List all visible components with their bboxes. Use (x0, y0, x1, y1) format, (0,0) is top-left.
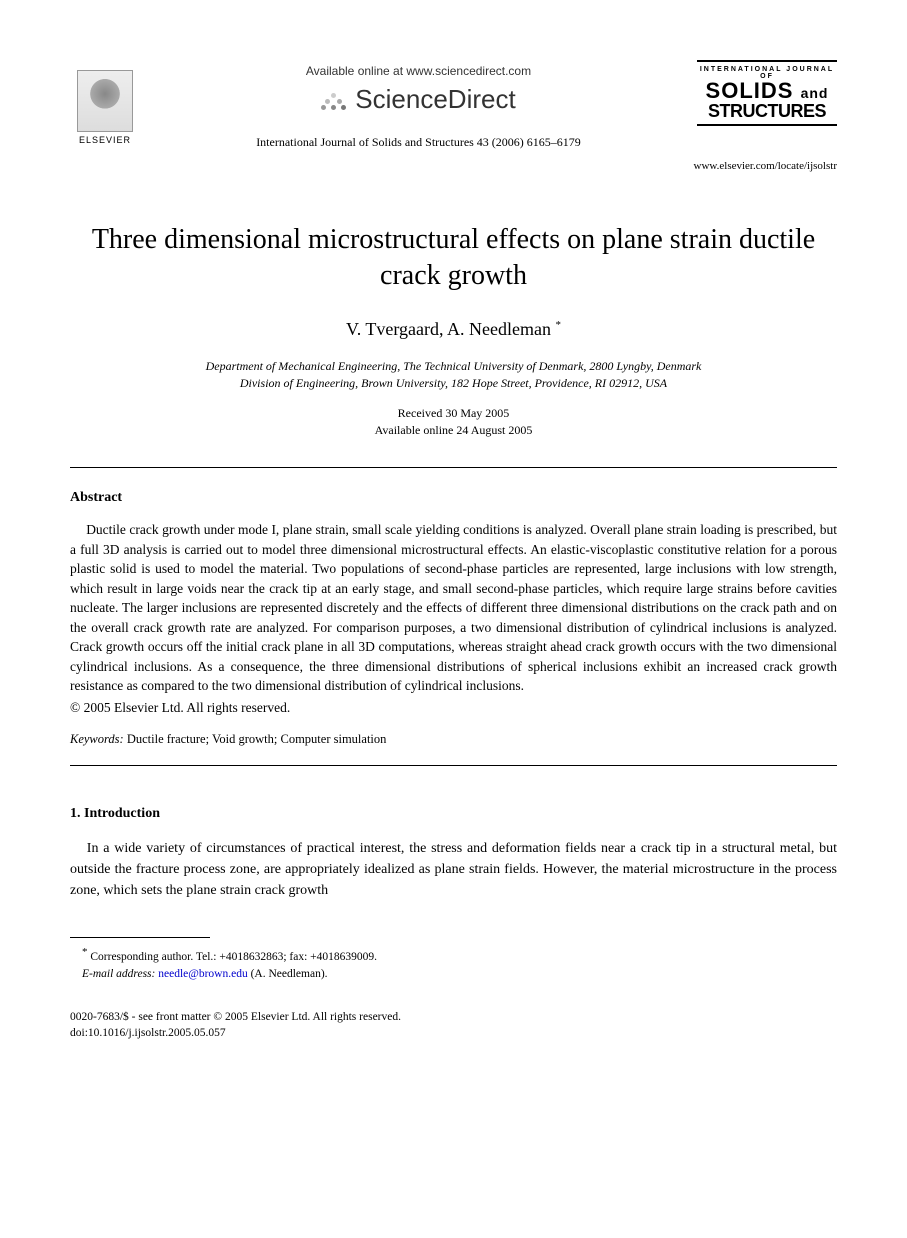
keywords: Keywords: Ductile fracture; Void growth;… (70, 732, 837, 747)
corresponding-marker: * (555, 319, 561, 331)
affiliations: Department of Mechanical Engineering, Th… (70, 358, 837, 392)
journal-url[interactable]: www.elsevier.com/locate/ijsolstr (70, 160, 837, 172)
article-title: Three dimensional microstructural effect… (70, 222, 837, 295)
footer-line-2: doi:10.1016/j.ijsolstr.2005.05.057 (70, 1025, 837, 1041)
publisher-name: ELSEVIER (79, 135, 131, 145)
section-1-heading: 1. Introduction (70, 806, 837, 822)
article-dates: Received 30 May 2005 Available online 24… (70, 405, 837, 439)
keywords-text: Ductile fracture; Void growth; Computer … (124, 732, 387, 746)
footer: 0020-7683/$ - see front matter © 2005 El… (70, 1009, 837, 1041)
affiliation-1: Department of Mechanical Engineering, Th… (70, 358, 837, 375)
section-1-para-1: In a wide variety of circumstances of pr… (70, 838, 837, 901)
journal-logo-solids: SOLIDS and (697, 80, 837, 102)
rule-bottom (70, 765, 837, 766)
journal-logo: INTERNATIONAL JOURNAL OF SOLIDS and STRU… (697, 60, 837, 126)
sd-dots-icon (321, 91, 351, 111)
available-online-text: Available online at www.sciencedirect.co… (140, 64, 697, 78)
online-date: Available online 24 August 2005 (70, 422, 837, 439)
journal-citation: International Journal of Solids and Stru… (140, 135, 697, 150)
email-link[interactable]: needle@brown.edu (158, 968, 247, 980)
header-row: ELSEVIER Available online at www.science… (70, 60, 837, 150)
email-label: E-mail address: (82, 968, 155, 980)
abstract-copyright: © 2005 Elsevier Ltd. All rights reserved… (70, 700, 837, 716)
sciencedirect-logo: ScienceDirect (321, 84, 515, 115)
elsevier-logo: ELSEVIER (70, 70, 140, 145)
email-name: (A. Needleman). (251, 968, 328, 980)
abstract-heading: Abstract (70, 490, 837, 506)
sciencedirect-label: ScienceDirect (355, 84, 515, 114)
center-header: Available online at www.sciencedirect.co… (140, 60, 697, 150)
footnote-rule (70, 937, 210, 938)
keywords-label: Keywords: (70, 732, 124, 746)
footer-line-1: 0020-7683/$ - see front matter © 2005 El… (70, 1009, 837, 1025)
authors-text: V. Tvergaard, A. Needleman (346, 319, 551, 339)
article-authors: V. Tvergaard, A. Needleman * (70, 319, 837, 340)
corresponding-author-text: Corresponding author. Tel.: +4018632863;… (90, 951, 377, 963)
footnote-marker: * (82, 946, 88, 958)
rule-top (70, 467, 837, 468)
footnote: * Corresponding author. Tel.: +401863286… (70, 944, 837, 983)
journal-logo-structures: STRUCTURES (697, 102, 837, 126)
received-date: Received 30 May 2005 (70, 405, 837, 422)
abstract-body: Ductile crack growth under mode I, plane… (70, 520, 837, 696)
elsevier-tree-icon (77, 70, 133, 132)
affiliation-2: Division of Engineering, Brown Universit… (70, 375, 837, 392)
